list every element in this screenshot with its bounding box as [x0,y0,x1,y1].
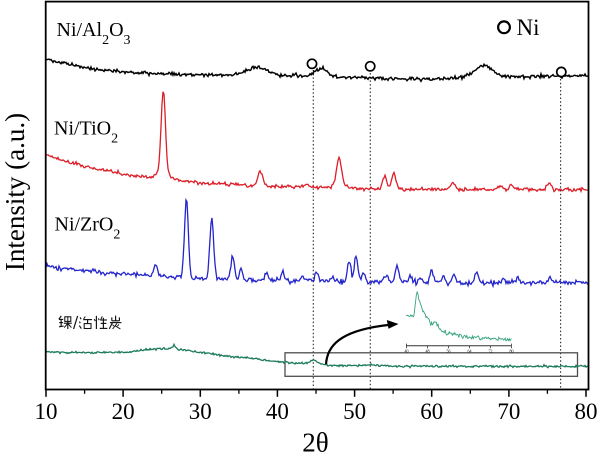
svg-text:50: 50 [343,399,366,424]
svg-text:40: 40 [266,399,289,424]
svg-text:70: 70 [497,399,520,424]
svg-text:10: 10 [35,399,58,424]
svg-text:56: 56 [447,349,451,354]
svg-text:Intensity (a.u.): Intensity (a.u.) [0,113,30,271]
svg-text:60: 60 [420,399,443,424]
svg-text:64: 64 [468,349,472,354]
svg-text:72: 72 [489,349,493,354]
svg-text:40: 40 [405,349,409,354]
svg-text:Ni: Ni [517,15,540,40]
svg-text:48: 48 [426,349,430,354]
svg-text:80: 80 [575,399,598,424]
svg-text:2θ: 2θ [302,428,328,456]
svg-text:20: 20 [112,399,135,424]
svg-text:80: 80 [510,349,514,354]
svg-text:30: 30 [189,399,212,424]
